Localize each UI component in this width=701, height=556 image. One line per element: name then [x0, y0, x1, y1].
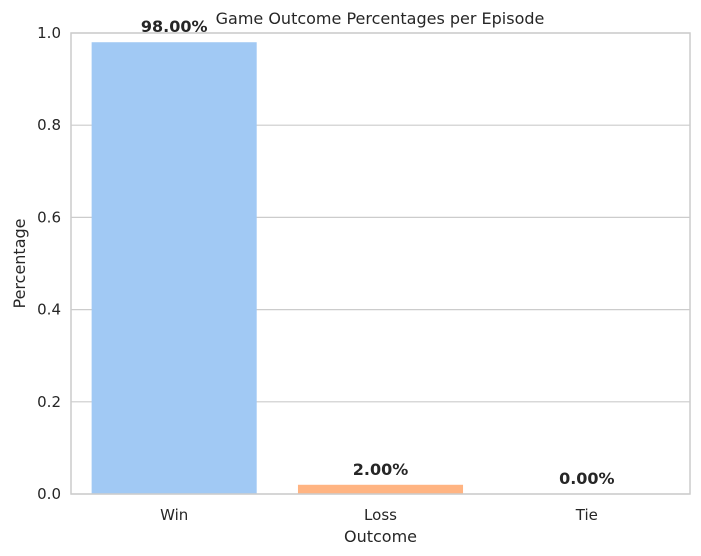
y-tick-label: 0.8 — [37, 116, 61, 134]
y-tick-label: 0.4 — [37, 301, 61, 319]
data-labels: 98.00% 2.00% 0.00% — [141, 17, 615, 488]
y-ticks: 0.0 0.2 0.4 0.6 0.8 1.0 — [37, 24, 61, 503]
x-tick-label: Win — [160, 506, 188, 524]
x-tick-label: Loss — [364, 506, 397, 524]
plot-frame — [70, 32, 691, 495]
data-label: 2.00% — [353, 460, 409, 479]
x-axis-label: Outcome — [344, 527, 417, 546]
y-axis-label: Percentage — [10, 218, 29, 308]
y-tick-label: 0.6 — [37, 208, 61, 226]
data-label: 0.00% — [559, 469, 615, 488]
bar-loss — [297, 484, 464, 494]
x-ticks: Win Loss Tie — [160, 506, 598, 524]
chart-title: Game Outcome Percentages per Episode — [216, 9, 545, 28]
x-tick-label: Tie — [575, 506, 598, 524]
data-label: 98.00% — [141, 17, 208, 36]
y-tick-label: 0.2 — [37, 393, 61, 411]
y-tick-label: 0.0 — [37, 485, 61, 503]
bars-layer — [91, 42, 464, 494]
bar-win — [91, 42, 257, 494]
y-tick-label: 1.0 — [37, 24, 61, 42]
